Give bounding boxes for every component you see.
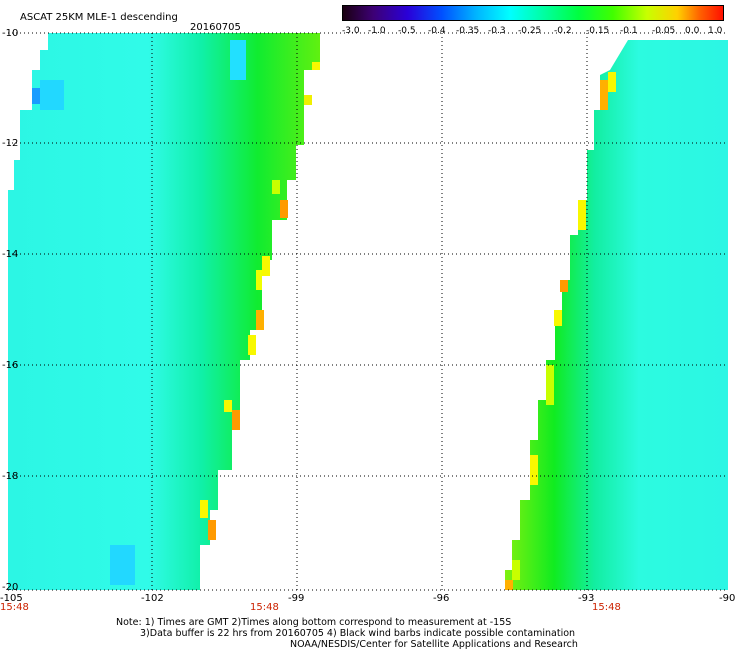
lat-label: -18: [2, 471, 19, 482]
colorbar-tick: -0.15: [586, 26, 610, 36]
high-value-pixel: [600, 80, 608, 110]
high-value-pixel: [578, 200, 586, 230]
high-value-pixel: [200, 500, 208, 518]
lat-label: -20: [2, 582, 19, 593]
high-value-pixel: [232, 410, 240, 430]
map-title: ASCAT 25KM MLE-1 descending: [20, 12, 178, 23]
colorbar-tick: -0.3: [488, 26, 506, 36]
colorbar-tick: -0.05: [652, 26, 676, 36]
note-line-2: 3)Data buffer is 22 hrs from 20160705 4)…: [140, 628, 576, 639]
gridlines: [8, 32, 728, 590]
lat-label: -14: [2, 249, 19, 260]
lat-label: -10: [2, 28, 19, 39]
high-value-pixel: [256, 270, 262, 290]
high-value-pixel: [312, 62, 320, 70]
note-line-1: Note: 1) Times are GMT 2)Times along bot…: [116, 617, 512, 628]
high-value-pixel: [546, 365, 554, 405]
colorbar-tick: -3.0: [342, 26, 360, 36]
high-value-pixel: [512, 560, 520, 580]
lat-label: -16: [2, 360, 19, 371]
lon-label: -90: [719, 593, 736, 604]
lon-label: -102: [141, 593, 164, 604]
colorbar-tick: -0.2: [554, 26, 572, 36]
high-value-pixel: [224, 400, 232, 412]
note-line-3: NOAA/NESDIS/Center for Satellite Applica…: [290, 639, 578, 650]
low-value-patch: [32, 88, 40, 104]
low-value-patch: [230, 40, 246, 80]
lat-label: -12: [2, 138, 19, 149]
right-swath: [505, 40, 728, 590]
lon-label: -99: [288, 593, 305, 604]
low-value-patch: [110, 545, 135, 585]
colorbar-tick: 1.0: [708, 26, 723, 36]
low-value-patch: [40, 80, 64, 110]
high-value-pixel: [280, 200, 288, 218]
colorbar-tick: -0.35: [456, 26, 480, 36]
time-label: 15:48: [592, 602, 621, 613]
colorbar: [342, 5, 724, 21]
left-swath: [8, 33, 320, 590]
high-value-pixel: [608, 72, 616, 92]
colorbar-ticks: -3.0 -1.0 -0.5 -0.4 -0.35 -0.3 -0.25 -0.…: [342, 26, 724, 37]
high-value-pixel: [505, 580, 513, 590]
lon-label: -105: [0, 593, 23, 604]
high-value-pixel: [208, 520, 216, 540]
high-value-pixel: [530, 455, 538, 485]
colorbar-tick: -0.1: [620, 26, 638, 36]
high-value-pixel: [262, 256, 270, 276]
colorbar-tick: -0.25: [518, 26, 542, 36]
colorbar-tick: 0.0: [685, 26, 700, 36]
lon-label: -96: [433, 593, 450, 604]
high-value-pixel: [560, 280, 568, 292]
time-label: 15:48: [250, 602, 279, 613]
map-date: 20160705: [190, 22, 241, 33]
high-value-pixel: [304, 95, 312, 105]
colorbar-tick: -0.5: [398, 26, 416, 36]
colorbar-tick: -0.4: [428, 26, 446, 36]
high-value-pixel: [272, 180, 280, 194]
time-label: 15:48: [0, 602, 29, 613]
colorbar-tick: -1.0: [368, 26, 386, 36]
high-value-pixel: [248, 335, 256, 355]
high-value-pixel: [554, 310, 562, 326]
high-value-pixel: [256, 310, 264, 330]
lon-label: -93: [578, 593, 595, 604]
